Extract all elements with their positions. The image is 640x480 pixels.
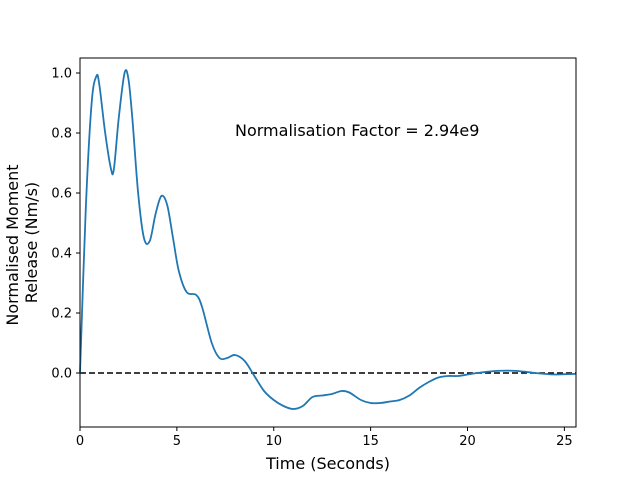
x-axis-label: Time (Seconds) [265,454,390,473]
plot-frame [79,57,577,428]
x-tick-label: 15 [362,434,379,449]
x-tick-label: 20 [459,434,476,449]
y-tick-label: 0.6 [51,187,72,202]
normalisation-factor-annotation: Normalisation Factor = 2.94e9 [235,121,479,140]
y-axis-label-line-1: Normalised Moment [3,164,22,325]
y-tick-label: 0.8 [51,127,72,142]
y-tick-label: 0.4 [51,247,72,262]
plot-area: 0 5 10 15 20 25 0.0 0.2 0.4 0.6 0.8 1.0 [51,57,577,449]
x-tick-label: 5 [173,434,181,449]
y-tick-label: 1.0 [51,67,72,82]
x-tick-label: 0 [76,434,84,449]
y-tick-label: 0.0 [51,367,72,382]
y-axis-label: Normalised Moment Release (Nm/s) [3,159,41,325]
y-tick-label: 0.2 [51,307,72,322]
x-tick-label: 10 [265,434,282,449]
y-axis-label-line-2: Release (Nm/s) [22,182,41,303]
x-tick-label: 25 [556,434,573,449]
moment-release-series-line-0 [79,69,577,410]
